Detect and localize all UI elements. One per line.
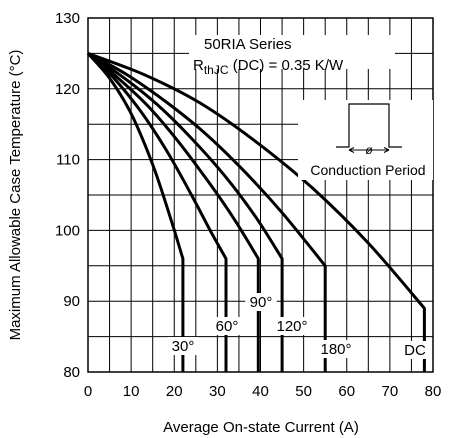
annotation-mask [189, 35, 395, 69]
x-axis-title: Average On-state Current (A) [163, 419, 359, 436]
series-label: DC [404, 342, 426, 359]
series-label-mask [167, 337, 199, 355]
series-label-mask [272, 317, 312, 335]
rth-value: (DC) = 0.35 K/W [229, 57, 344, 74]
y-tick-label: 120 [55, 81, 80, 98]
series-label: 60° [216, 318, 239, 335]
x-tick-label: 70 [382, 383, 399, 400]
y-tick-label: 80 [63, 364, 80, 381]
x-tick-label: 50 [295, 383, 312, 400]
x-tick-label: 10 [123, 383, 140, 400]
x-tick-label: 80 [425, 383, 442, 400]
series-label: 90° [250, 294, 273, 311]
y-tick-label: 130 [55, 10, 80, 27]
series-label-mask [316, 340, 356, 358]
thermal-resistance-label: RthJC (DC) = 0.35 K/W [193, 57, 344, 77]
x-tick-label: 40 [252, 383, 269, 400]
series-line [87, 51, 426, 372]
series-title: 50RIA Series [204, 36, 292, 53]
series-labels: 30° 60° 90°120° 180° DC [167, 293, 427, 359]
y-tick-label: 100 [55, 222, 80, 239]
y-tick-label: 90 [63, 293, 80, 310]
x-tick-label: 20 [166, 383, 183, 400]
rth-symbol: R [193, 57, 204, 74]
conduction-pulse-waveform [336, 103, 402, 148]
series-label-mask [403, 341, 427, 359]
series-label: 120° [276, 318, 307, 335]
rth-subscript: thJC [204, 63, 229, 77]
conduction-period-label: Conduction Period [310, 162, 425, 178]
tick-labels: 0 10 20 30 40 50 60 70 80 80 90 100 110 120 130 [55, 10, 441, 400]
series-line [87, 52, 327, 372]
series-line [86, 52, 228, 372]
series-line [87, 52, 260, 372]
y-tick-label: 110 [56, 152, 80, 169]
series-label-mask [245, 293, 277, 311]
series-label-mask [211, 317, 243, 335]
series-line [87, 52, 284, 372]
series-label: 180° [320, 341, 351, 358]
y-axis-title: Maximum Allowable Case Temperature (°C) [7, 50, 24, 341]
conduction-inset-mask [298, 100, 433, 180]
curves [86, 51, 426, 372]
phi-symbol: ø [365, 143, 373, 157]
x-tick-label: 60 [338, 383, 355, 400]
series-line [86, 52, 185, 372]
plot-frame [87, 17, 434, 373]
series-label: 30° [172, 338, 195, 355]
conduction-period-arrow [348, 147, 390, 153]
x-tick-label: 0 [84, 383, 92, 400]
x-tick-label: 30 [209, 383, 226, 400]
